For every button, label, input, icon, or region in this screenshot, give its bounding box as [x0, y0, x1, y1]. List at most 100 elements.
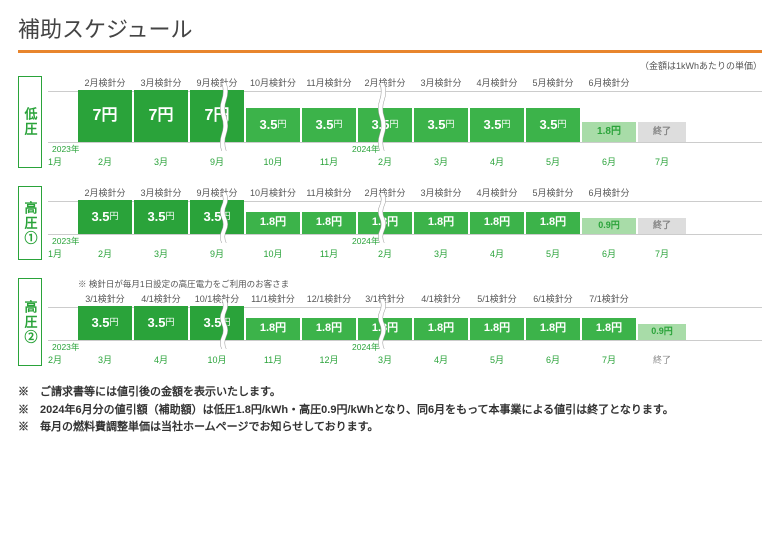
value-bar: 3.5円 — [470, 108, 524, 142]
column-header — [638, 186, 686, 199]
value-bar: 1.8円 — [526, 212, 580, 234]
column-header: 3月検針分 — [134, 186, 188, 199]
year-tag: 2023年 — [52, 143, 79, 155]
axis-tick: 5月 — [470, 353, 524, 366]
year-tag: 2023年 — [52, 341, 79, 353]
value-bar: 1.8円 — [246, 318, 300, 340]
schedule-row: 高圧① 2月検針分3月検針分9月検針分10月検針分11月検針分2月検針分3月検針分… — [18, 186, 762, 260]
column-header: 12/1検針分 — [302, 292, 356, 305]
column-header — [638, 76, 686, 89]
value-bar: 7円 — [134, 90, 188, 142]
value-bar: 1.8円 — [414, 318, 468, 340]
value-bar: 1.8円 — [470, 318, 524, 340]
month-axis: 1月2月3月9月10月11月2月3月4月5月6月7月 — [48, 155, 762, 168]
axis-tick: 11月 — [302, 247, 356, 260]
row-label: 高圧① — [18, 186, 42, 260]
axis-tick: 2月 — [78, 155, 132, 168]
row-body: 2月検針分3月検針分9月検針分10月検針分11月検針分2月検針分3月検針分4月検… — [48, 76, 762, 168]
axis-tick: 6月 — [582, 155, 636, 168]
axis-tick: 5月 — [526, 247, 580, 260]
column-header: 4/1検針分 — [414, 292, 468, 305]
value-bar: 7円 — [78, 90, 132, 142]
column-header: 2月検針分 — [358, 186, 412, 199]
column-headers: 3/1検針分4/1検針分10/1検針分11/1検針分12/1検針分3/1検針分4… — [48, 292, 762, 305]
axis-tick: 9月 — [190, 155, 244, 168]
column-header: 2月検針分 — [78, 186, 132, 199]
value-bar: 1.8円 — [302, 212, 356, 234]
bar-track: 3.5円3.5円3.5円1.8円1.8円1.8円1.8円1.8円1.8円1.8円… — [48, 307, 762, 341]
column-header: 5/1検針分 — [470, 292, 524, 305]
column-header: 7/1検針分 — [582, 292, 636, 305]
value-bar: 3.5円 — [78, 200, 132, 234]
column-header: 5月検針分 — [526, 76, 580, 89]
axis-tick: 4月 — [470, 155, 524, 168]
schedule-rows: 低圧2月検針分3月検針分9月検針分10月検針分11月検針分2月検針分3月検針分4… — [18, 76, 762, 366]
axis-tick: 3月 — [134, 155, 188, 168]
value-bar: 3.5円 — [358, 108, 412, 142]
value-bar: 1.8円 — [582, 122, 636, 142]
bar-track: 7円7円7円3.5円3.5円3.5円3.5円3.5円3.5円1.8円終了 — [48, 91, 762, 143]
schedule-row: 高圧②※ 検針日が毎月1日設定の高圧電力をご利用のお客さま3/1検針分4/1検針… — [18, 278, 762, 366]
column-header: 3月検針分 — [134, 76, 188, 89]
value-bar: 3.5円 — [134, 306, 188, 340]
axis-tick: 7月 — [638, 247, 686, 260]
value-bar: 1.8円 — [246, 212, 300, 234]
axis-tick: 3月 — [358, 353, 412, 366]
column-header: 10/1検針分 — [190, 292, 244, 305]
value-bar: 3.5円 — [246, 108, 300, 142]
year-tag: 2023年 — [52, 235, 79, 247]
axis-tick: 4月 — [134, 353, 188, 366]
value-bar: 1.8円 — [526, 318, 580, 340]
column-header: 6月検針分 — [582, 186, 636, 199]
page-title: 補助スケジュール — [18, 12, 762, 44]
year-tag: 2024年 — [352, 235, 379, 247]
column-header: 6/1検針分 — [526, 292, 580, 305]
axis-tick: 2月 — [48, 353, 78, 366]
value-bar: 3.5円 — [78, 306, 132, 340]
column-header: 3月検針分 — [414, 186, 468, 199]
column-header: 3/1検針分 — [358, 292, 412, 305]
year-tag: 2024年 — [352, 341, 379, 353]
axis-tick: 10月 — [246, 247, 300, 260]
axis-tick: 10月 — [190, 353, 244, 366]
column-header: 9月検針分 — [190, 76, 244, 89]
title-divider — [18, 50, 762, 53]
axis-tick: 3月 — [134, 247, 188, 260]
axis-tick: 11月 — [302, 155, 356, 168]
row-body: ※ 検針日が毎月1日設定の高圧電力をご利用のお客さま3/1検針分4/1検針分10… — [48, 278, 762, 366]
month-axis: 2月3月4月10月11月12月3月4月5月6月7月終了 — [48, 353, 762, 366]
column-header: 10月検針分 — [246, 186, 300, 199]
row-subnote: ※ 検針日が毎月1日設定の高圧電力をご利用のお客さま — [78, 278, 762, 290]
value-bar: 3.5円 — [134, 200, 188, 234]
value-bar: 1.8円 — [302, 318, 356, 340]
row-label: 高圧② — [18, 278, 42, 366]
column-headers: 2月検針分3月検針分9月検針分10月検針分11月検針分2月検針分3月検針分4月検… — [48, 186, 762, 199]
row-label: 低圧 — [18, 76, 42, 168]
column-header: 11/1検針分 — [246, 292, 300, 305]
axis-tick: 9月 — [190, 247, 244, 260]
value-bar: 3.5円 — [190, 306, 244, 340]
column-header: 3月検針分 — [414, 76, 468, 89]
axis-tick: 3月 — [414, 247, 468, 260]
column-header: 3/1検針分 — [78, 292, 132, 305]
column-header: 9月検針分 — [190, 186, 244, 199]
column-header: 2月検針分 — [358, 76, 412, 89]
axis-tick: 5月 — [526, 155, 580, 168]
axis-tick: 2月 — [358, 247, 412, 260]
footnote-line: ※ ご請求書等には値引後の金額を表示いたします。 — [18, 384, 762, 402]
column-header: 11月検針分 — [302, 76, 356, 89]
value-bar: 3.5円 — [414, 108, 468, 142]
axis-tick: 1月 — [48, 247, 78, 260]
column-header: 4/1検針分 — [134, 292, 188, 305]
value-bar: 3.5円 — [526, 108, 580, 142]
axis-tick: 12月 — [302, 353, 356, 366]
bar-track: 3.5円3.5円3.5円1.8円1.8円1.8円1.8円1.8円1.8円0.9円… — [48, 201, 762, 235]
column-headers: 2月検針分3月検針分9月検針分10月検針分11月検針分2月検針分3月検針分4月検… — [48, 76, 762, 89]
value-bar: 1.8円 — [358, 318, 412, 340]
footnotes: ※ ご請求書等には値引後の金額を表示いたします。※ 2024年6月分の値引額（補… — [18, 384, 762, 437]
axis-tick: 2月 — [358, 155, 412, 168]
footnote-line: ※ 毎月の燃料費調整単価は当社ホームページでお知らせしております。 — [18, 419, 762, 437]
axis-tick: 7月 — [582, 353, 636, 366]
column-header — [638, 292, 686, 305]
value-bar: 1.8円 — [470, 212, 524, 234]
